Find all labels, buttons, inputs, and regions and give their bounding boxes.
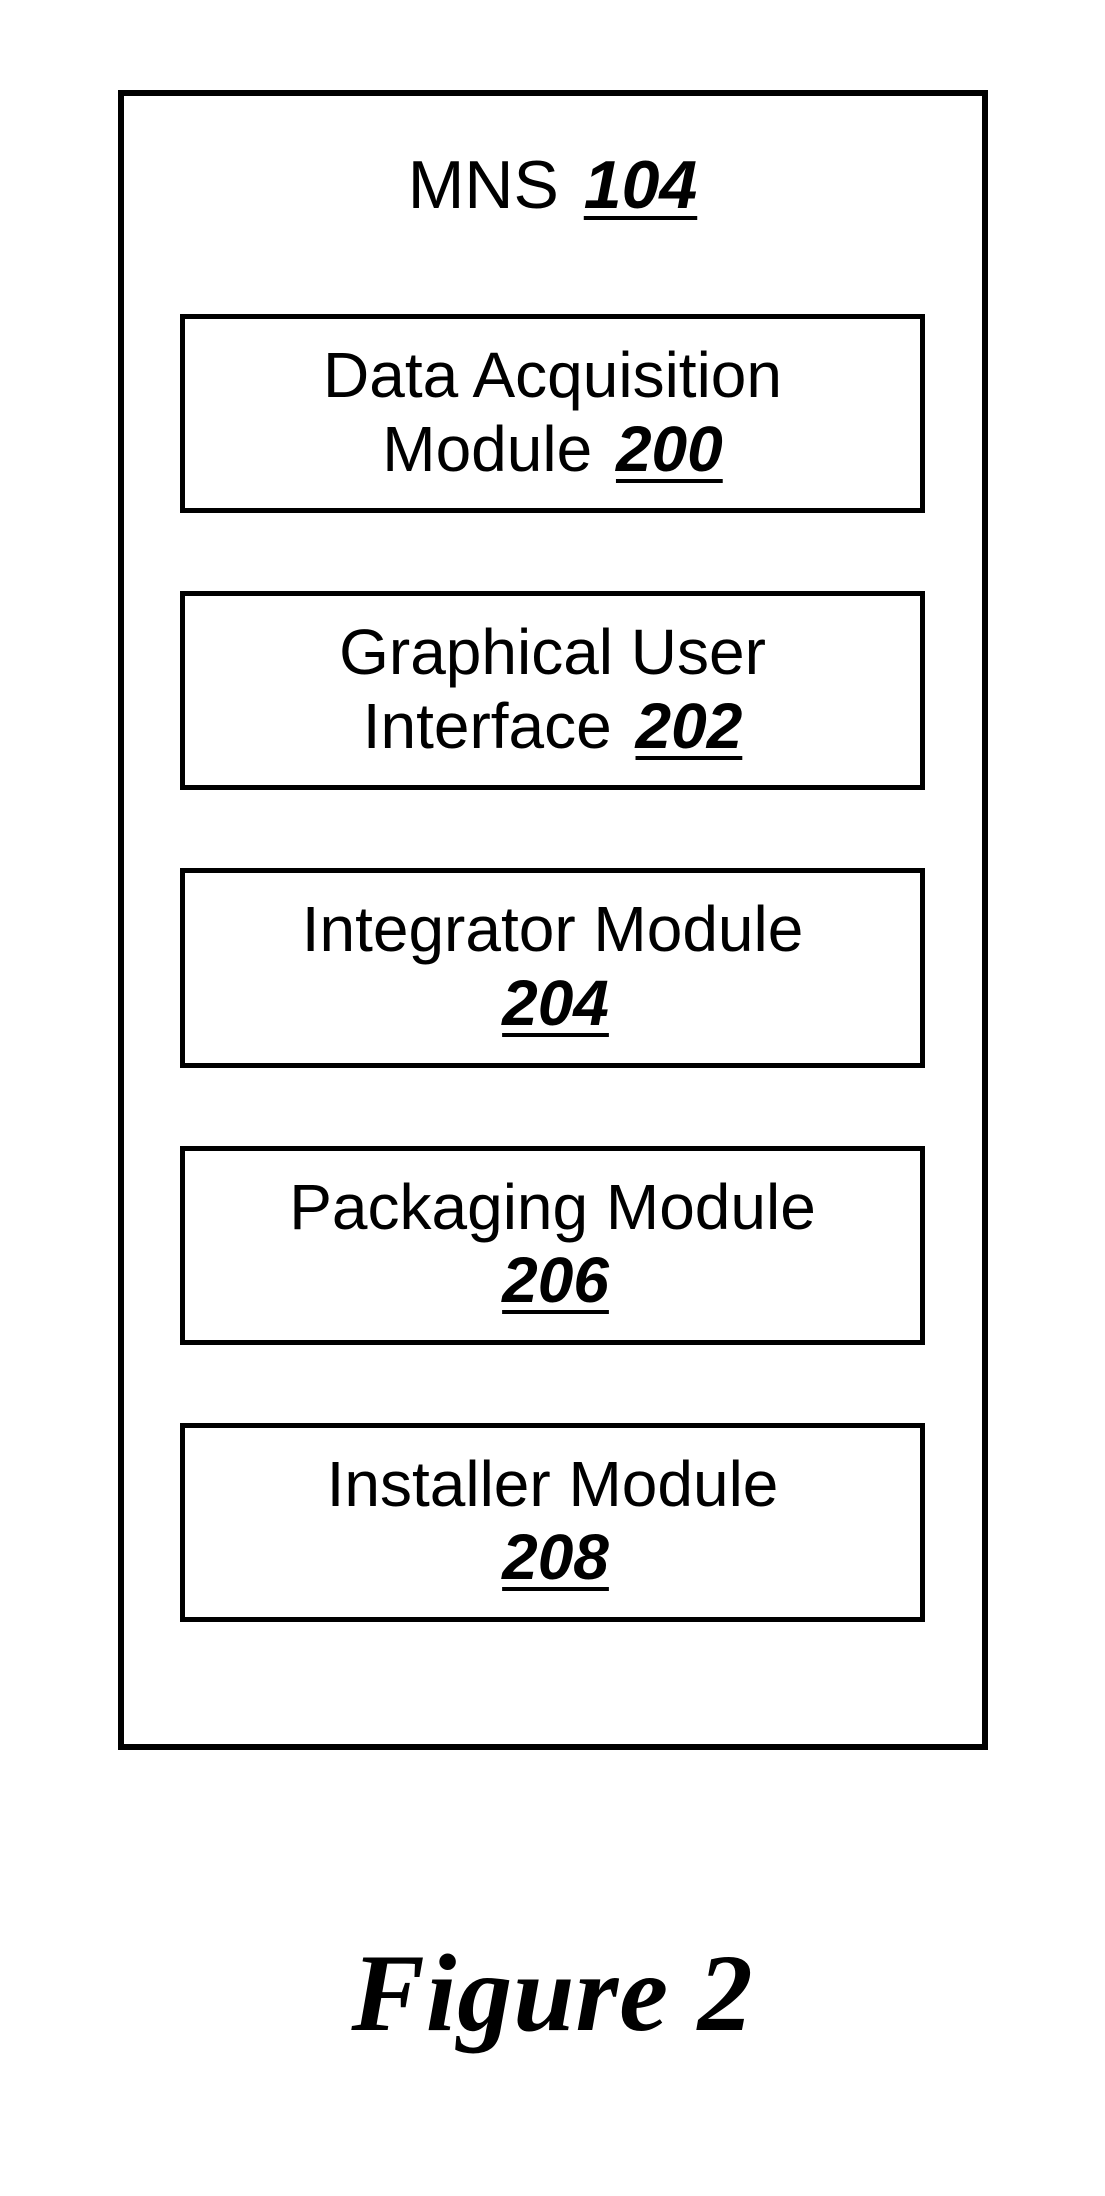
- module-integrator: Integrator Module 204: [180, 868, 925, 1067]
- module-line1: Installer Module: [195, 1448, 910, 1522]
- module-refnum: 204: [502, 967, 609, 1039]
- module-gui: Graphical User Interface 202: [180, 591, 925, 790]
- module-line2: 204: [195, 967, 910, 1041]
- container-title: MNS 104: [408, 146, 697, 224]
- module-packaging: Packaging Module 206: [180, 1146, 925, 1345]
- module-refnum: 202: [636, 690, 743, 762]
- module-line1: Data Acquisition: [195, 339, 910, 413]
- title-label: MNS: [408, 147, 559, 223]
- module-line1: Packaging Module: [195, 1171, 910, 1245]
- module-line1: Integrator Module: [195, 893, 910, 967]
- module-line2: Interface 202: [195, 690, 910, 764]
- module-refnum: 200: [616, 413, 723, 485]
- module-installer: Installer Module 208: [180, 1423, 925, 1622]
- module-line2: 208: [195, 1521, 910, 1595]
- module-line2: Module 200: [195, 413, 910, 487]
- module-refnum: 206: [502, 1244, 609, 1316]
- figure-caption: Figure 2: [351, 1930, 753, 2057]
- module-line1: Graphical User: [195, 616, 910, 690]
- title-refnum: 104: [584, 147, 697, 223]
- module-data-acquisition: Data Acquisition Module 200: [180, 314, 925, 513]
- module-line2: 206: [195, 1244, 910, 1318]
- module-refnum: 208: [502, 1521, 609, 1593]
- mns-container: MNS 104 Data Acquisition Module 200 Grap…: [118, 90, 988, 1750]
